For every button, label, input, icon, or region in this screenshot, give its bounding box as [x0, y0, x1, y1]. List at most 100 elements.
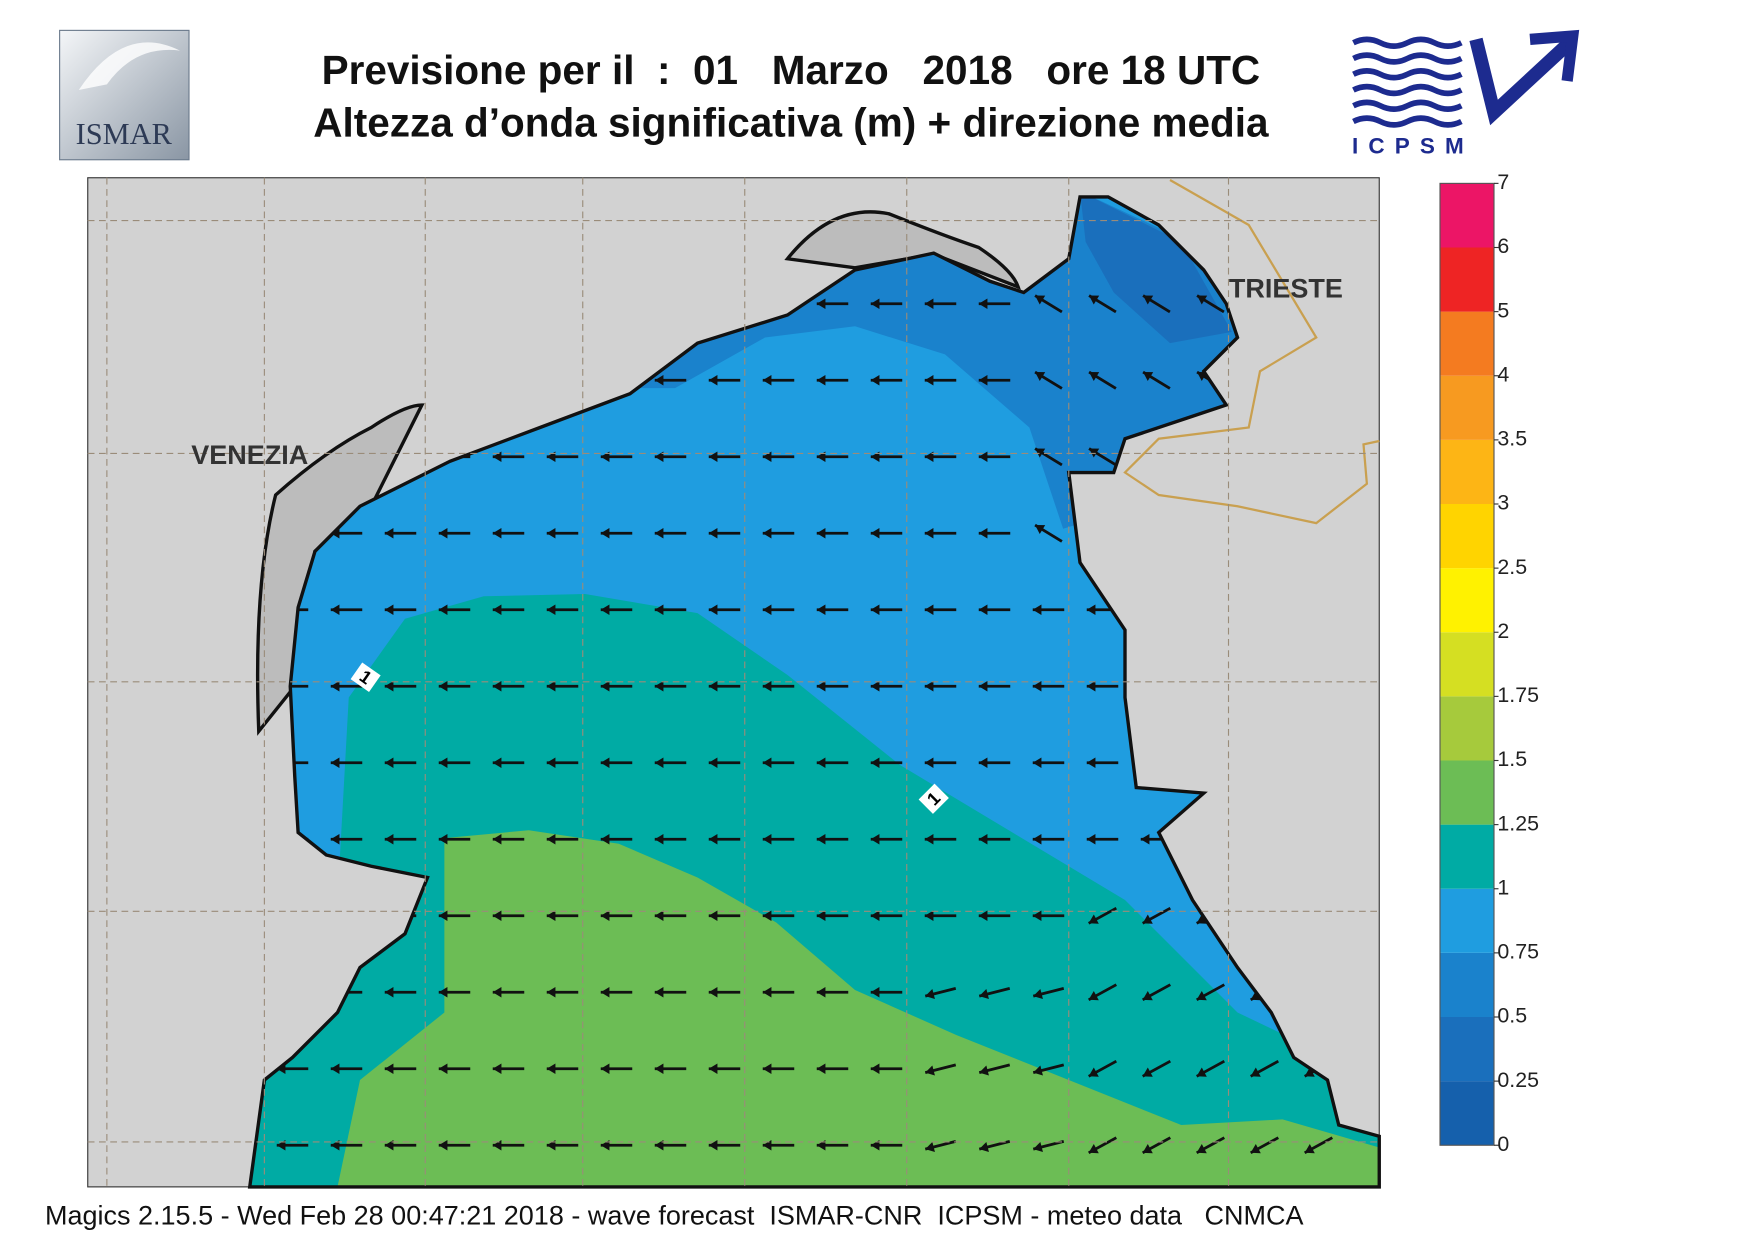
- legend-label: 1: [1497, 875, 1509, 899]
- wave-arrow: [816, 681, 849, 692]
- arrow-head: [330, 1140, 340, 1151]
- wave-arrow: [708, 604, 741, 615]
- wave-arrow: [708, 1063, 741, 1074]
- wave-arrow: [924, 375, 957, 386]
- wave-arrow: [492, 1140, 525, 1151]
- wave-arrow: [762, 910, 795, 921]
- arrow-head: [1035, 295, 1046, 305]
- arrow-head: [979, 988, 989, 1000]
- legend-box: [1440, 1081, 1494, 1146]
- arrow-head: [384, 528, 394, 539]
- wave-arrow: [330, 1063, 363, 1074]
- wave-arrow: [762, 451, 795, 462]
- arrow-head: [438, 604, 448, 615]
- wave-arrow: [816, 1063, 849, 1074]
- arrow-head: [816, 987, 826, 998]
- wave-arrow: [924, 451, 957, 462]
- arrow-head: [600, 604, 610, 615]
- legend-box: [1440, 696, 1494, 761]
- arrow-head: [762, 451, 772, 462]
- wave-arrow: [762, 604, 795, 615]
- wave-arrow: [978, 986, 1011, 1000]
- arrow-head: [438, 528, 448, 539]
- arrow-head: [654, 1140, 664, 1151]
- color-legend: 0 0.25 0.5 0.75 1 1.25 1.5 1.75 2 2.5 3 3.5 4 5 6 7: [1439, 170, 1539, 1156]
- wave-arrow: [1032, 1139, 1065, 1153]
- arrow-head: [979, 1065, 989, 1076]
- wave-arrow: [438, 1140, 471, 1151]
- wave-arrow: [546, 1140, 579, 1151]
- wave-arrow: [762, 757, 795, 768]
- wave-region: [630, 196, 1249, 529]
- arrow-head: [1088, 1067, 1099, 1077]
- wave-arrow: [870, 451, 903, 462]
- arrow-head: [1086, 604, 1096, 615]
- wave-arrow: [978, 1139, 1011, 1153]
- wave-arrow: [1142, 906, 1171, 925]
- legend-box: [1440, 311, 1494, 376]
- legend-label: 2: [1497, 619, 1509, 643]
- wave-arrow: [1250, 1136, 1279, 1155]
- arrow-head: [330, 757, 340, 768]
- arrow-head: [546, 910, 556, 921]
- arrow-head: [708, 834, 718, 845]
- wave-arrow: [492, 910, 525, 921]
- arrow-head: [654, 1063, 664, 1074]
- wave-arrow: [1196, 1059, 1225, 1078]
- arrow-head: [546, 834, 556, 845]
- icpsm-logo: [1352, 29, 1580, 128]
- wave-arrow: [924, 604, 957, 615]
- wave-arrow: [1034, 447, 1063, 467]
- wave-arrow: [1034, 294, 1063, 314]
- wave-arrow: [978, 375, 1011, 386]
- wave-arrow: [1304, 1136, 1333, 1155]
- arrow-head: [492, 834, 502, 845]
- legend-label: 4: [1497, 362, 1509, 386]
- arrow-head: [870, 451, 880, 462]
- arrow-head: [546, 987, 556, 998]
- wave-arrow: [492, 681, 525, 692]
- arrow-head: [1088, 914, 1099, 924]
- wave-arrow: [492, 757, 525, 768]
- arrow-head: [438, 1140, 448, 1151]
- wave-arrow: [816, 451, 849, 462]
- arrow-head: [1086, 834, 1096, 845]
- arrow-head: [708, 451, 718, 462]
- wave-arrow: [816, 1140, 849, 1151]
- arrow-head: [1197, 295, 1208, 305]
- wave-arrow: [546, 834, 579, 845]
- arrow-head: [924, 451, 934, 462]
- wave-arrow: [762, 528, 795, 539]
- wave-region: [1080, 196, 1232, 344]
- wave-arrow: [600, 604, 633, 615]
- wave-arrow: [492, 834, 525, 845]
- legend-label: 0.75: [1497, 940, 1539, 964]
- wave-arrow: [438, 528, 471, 539]
- arrow-head: [816, 375, 826, 386]
- arrow-head: [1032, 910, 1042, 921]
- wave-arrow: [870, 528, 903, 539]
- arrow-head: [1304, 1144, 1315, 1154]
- wave-arrow: [870, 1140, 903, 1151]
- wave-arrow: [708, 1140, 741, 1151]
- wave-arrow: [330, 681, 363, 692]
- title: Previsione per il : 01 Marzo 2018 ore 18…: [322, 47, 1261, 93]
- wave-arrow: [708, 375, 741, 386]
- legend-box: [1440, 504, 1494, 569]
- arrow-head: [924, 528, 934, 539]
- wave-arrow: [330, 1140, 363, 1151]
- wave-arrow: [600, 910, 633, 921]
- wave-arrow: [1032, 757, 1065, 768]
- arrow-head: [925, 1065, 935, 1076]
- arrow-head: [762, 987, 772, 998]
- wave-arrow: [600, 987, 633, 998]
- arrow-head: [816, 604, 826, 615]
- wave-arrow: [816, 298, 849, 309]
- wave-arrow: [492, 1063, 525, 1074]
- wave-arrow: [492, 451, 525, 462]
- border: [1123, 179, 1380, 525]
- arrow-head: [1089, 372, 1100, 382]
- arrow-head: [816, 528, 826, 539]
- legend-box: [1440, 632, 1494, 697]
- arrow-head: [384, 834, 394, 845]
